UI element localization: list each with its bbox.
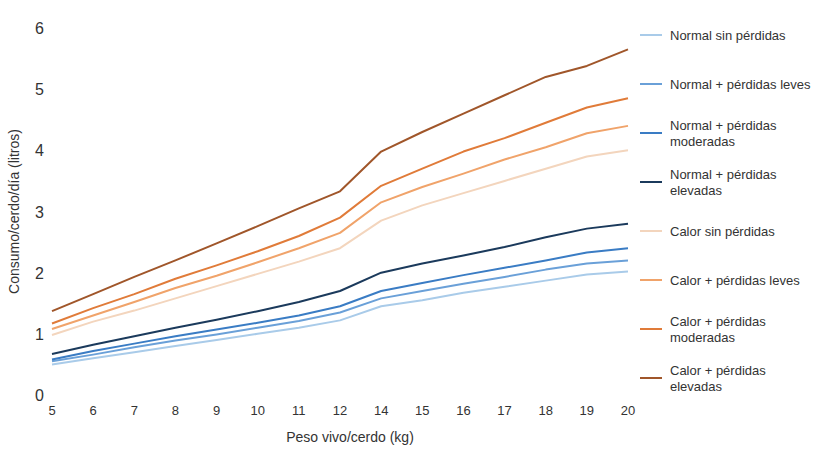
y-axis-label: Consumo/cerdo/día (litros) bbox=[6, 129, 22, 294]
x-tick-label: 15 bbox=[415, 403, 429, 418]
x-tick-label: 6 bbox=[90, 403, 97, 418]
legend-line: Normal + pérdidas leves bbox=[670, 77, 811, 92]
y-tick-label: 1 bbox=[35, 326, 44, 343]
legend-line: Calor + pérdidas leves bbox=[670, 273, 800, 288]
legend-swatch bbox=[640, 230, 662, 232]
plot-area bbox=[52, 49, 628, 364]
legend-line: Calor + pérdidas bbox=[670, 314, 766, 329]
legend-swatch bbox=[640, 377, 662, 379]
x-axis-label: Peso vivo/cerdo (kg) bbox=[286, 429, 414, 445]
legend-line: elevadas bbox=[670, 183, 723, 198]
legend-swatch bbox=[640, 181, 662, 183]
series-line bbox=[52, 49, 628, 311]
y-tick-label: 2 bbox=[35, 265, 44, 282]
x-tick-label: 20 bbox=[621, 403, 635, 418]
legend-label: Normal + pérdidaselevadas bbox=[670, 167, 777, 198]
y-tick-label: 5 bbox=[35, 81, 44, 98]
series-line bbox=[52, 271, 628, 364]
legend-label: Normal + pérdidas leves bbox=[670, 77, 811, 92]
y-tick-label: 4 bbox=[35, 142, 44, 159]
legend-line: Calor + pérdidas bbox=[670, 363, 766, 378]
series-line bbox=[52, 98, 628, 323]
legend-line: Calor sin pérdidas bbox=[670, 224, 775, 239]
legend-line: Normal sin pérdidas bbox=[670, 28, 786, 43]
legend-line: Normal + pérdidas bbox=[670, 167, 777, 182]
legend-swatch bbox=[640, 34, 662, 36]
x-tick-label: 7 bbox=[131, 403, 138, 418]
legend-label: Normal + pérdidasmoderadas bbox=[670, 118, 777, 149]
x-tick-label: 19 bbox=[580, 403, 594, 418]
x-tick-label: 5 bbox=[48, 403, 55, 418]
chart: 01234565678910111214151617181920Peso viv… bbox=[0, 0, 820, 456]
legend-label: Calor + pérdidasmoderadas bbox=[670, 314, 766, 345]
x-tick-label: 8 bbox=[172, 403, 179, 418]
x-tick-label: 12 bbox=[333, 403, 347, 418]
legend-label: Calor + pérdidaselevadas bbox=[670, 363, 766, 394]
legend-line: elevadas bbox=[670, 379, 723, 394]
series-line bbox=[52, 126, 628, 329]
series-line bbox=[52, 224, 628, 354]
legend-label: Normal sin pérdidas bbox=[670, 28, 786, 43]
x-tick-label: 14 bbox=[374, 403, 388, 418]
y-tick-label: 0 bbox=[35, 387, 44, 404]
x-tick-label: 11 bbox=[292, 403, 306, 418]
legend-swatch bbox=[640, 132, 662, 134]
legend-line: moderadas bbox=[670, 134, 736, 149]
series-line bbox=[52, 248, 628, 359]
legend-swatch bbox=[640, 279, 662, 281]
legend-label: Calor + pérdidas leves bbox=[670, 273, 800, 288]
x-tick-label: 9 bbox=[213, 403, 220, 418]
x-tick-label: 18 bbox=[538, 403, 552, 418]
legend-label: Calor sin pérdidas bbox=[670, 224, 775, 239]
x-tick-label: 16 bbox=[456, 403, 470, 418]
legend-swatch bbox=[640, 328, 662, 330]
legend-line: moderadas bbox=[670, 330, 736, 345]
legend-line: Normal + pérdidas bbox=[670, 118, 777, 133]
x-tick-label: 10 bbox=[250, 403, 264, 418]
series-line bbox=[52, 150, 628, 335]
legend-swatch bbox=[640, 83, 662, 85]
y-tick-label: 3 bbox=[35, 204, 44, 221]
x-tick-label: 17 bbox=[497, 403, 511, 418]
y-tick-label: 6 bbox=[35, 20, 44, 37]
